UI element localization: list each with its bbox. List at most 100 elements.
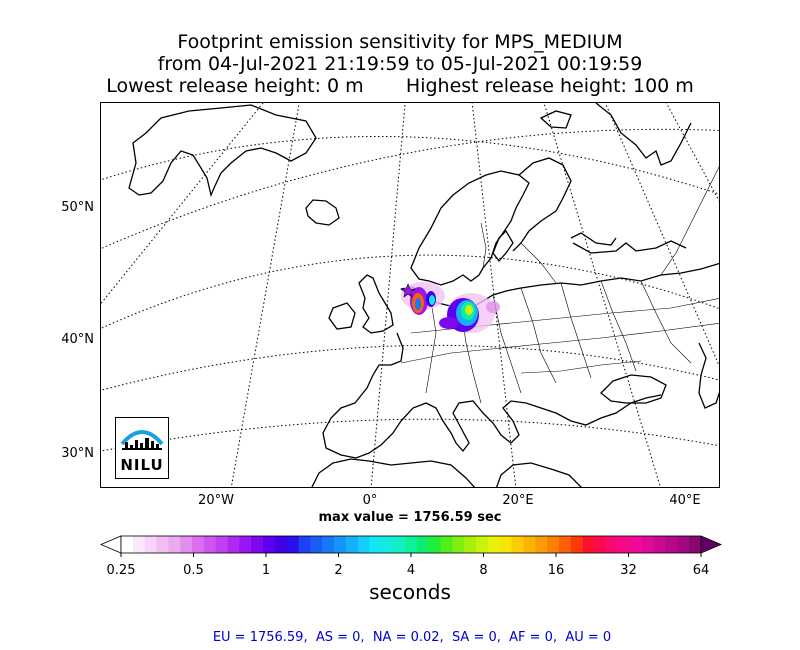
colorbar-tick-label: 0.5 xyxy=(183,563,204,578)
colorbar-tick-label: 1 xyxy=(261,563,271,578)
finland-coast xyxy=(512,157,572,252)
title-line-1: Footprint emission sensitivity for MPS_M… xyxy=(177,31,623,53)
logo-bar xyxy=(130,445,133,449)
plume-low-region xyxy=(486,301,500,313)
logo-bar xyxy=(145,438,149,449)
longitude-label: 20°W xyxy=(198,493,234,508)
arctic-coast xyxy=(570,232,617,246)
colorbar-cell xyxy=(168,536,181,553)
colorbar-tick-label: 2 xyxy=(334,563,343,578)
star-marker xyxy=(400,283,416,298)
longitude-label: 0° xyxy=(362,493,378,508)
colorbar-cell xyxy=(286,536,299,553)
colorbar-cell xyxy=(357,536,370,553)
plume-core xyxy=(415,298,421,310)
colorbar-cell xyxy=(310,536,323,553)
colorbar-cell xyxy=(464,536,477,553)
colorbar-cell xyxy=(665,536,678,553)
black-sea-coast xyxy=(600,374,667,404)
border-line xyxy=(425,300,437,394)
colorbar-cell xyxy=(121,536,134,553)
colorbar-cell xyxy=(381,536,394,553)
colorbar-cell xyxy=(428,536,441,553)
africa-coast xyxy=(311,458,476,487)
latitude-label: 50°N xyxy=(61,200,94,215)
plume-core xyxy=(465,305,473,315)
colorbar-cell xyxy=(440,536,453,553)
border-line xyxy=(520,242,557,284)
colorbar-cell xyxy=(535,536,548,553)
africa-coast xyxy=(496,462,582,487)
greenland-coast xyxy=(128,104,317,198)
colorbar-cell xyxy=(215,536,228,553)
colorbar-cell xyxy=(203,536,217,553)
svalbard-coast xyxy=(539,110,572,129)
logo-text: NILU xyxy=(120,456,164,474)
caspian-coast xyxy=(698,342,719,409)
colorbar-tick-label: 4 xyxy=(406,563,416,578)
meridian-line xyxy=(370,103,406,487)
colorbar-cell xyxy=(298,536,311,553)
colorbar-cell xyxy=(263,536,276,553)
colorbar-cell xyxy=(345,536,359,553)
colorbar-cell xyxy=(274,536,288,553)
colorbar-cell xyxy=(239,536,252,553)
colorbar-cell xyxy=(132,536,146,553)
colorbar-cell xyxy=(369,536,382,553)
logo-arc xyxy=(120,430,164,446)
colorbar-cell xyxy=(653,536,666,553)
ireland-coast xyxy=(328,302,356,330)
map-panel xyxy=(100,102,720,488)
border-line xyxy=(400,322,719,364)
colorbar-cell xyxy=(629,536,643,553)
border-line xyxy=(600,280,637,372)
border-line xyxy=(640,280,692,364)
colorbar-cell xyxy=(558,536,572,553)
meridian-line xyxy=(230,103,300,487)
border-line xyxy=(520,287,557,384)
colorbar-cell xyxy=(405,536,418,553)
colorbar-cell xyxy=(677,536,690,553)
nilu-logo-graphic xyxy=(120,430,164,450)
latitude-label: 30°N xyxy=(61,446,94,461)
border-line xyxy=(560,282,592,379)
colorbar-cell xyxy=(416,536,430,553)
colorbar-cell xyxy=(689,536,702,553)
plume-core xyxy=(429,295,435,305)
colorbar-cell xyxy=(227,536,240,553)
parallel-line xyxy=(101,418,719,452)
colorbar-ticks xyxy=(120,553,702,557)
colorbar-cell xyxy=(511,536,524,553)
logo-bar xyxy=(156,444,159,449)
colorbar-cell xyxy=(322,536,335,553)
colorbar-tick-label: 8 xyxy=(479,563,488,578)
colorbar-cell xyxy=(476,536,489,553)
colorbar xyxy=(99,535,723,557)
map-canvas xyxy=(101,103,719,487)
meridian-line xyxy=(101,103,264,305)
nilu-logo: NILU xyxy=(115,417,169,479)
colorbar-cell xyxy=(156,536,169,553)
latitude-label: 40°N xyxy=(61,332,94,347)
parallel-line xyxy=(101,254,719,330)
emission-sensitivity-plume xyxy=(400,282,500,333)
logo-bar xyxy=(151,441,154,449)
logo-bar xyxy=(125,442,128,449)
colorbar-cell xyxy=(452,536,465,553)
max-value-label: max value = 1756.59 sec xyxy=(318,510,502,525)
colorbar-cell xyxy=(334,536,347,553)
arctic-coast xyxy=(572,240,687,254)
logo-bar xyxy=(140,443,143,449)
border-line xyxy=(480,222,487,269)
iceland-coast xyxy=(305,199,340,226)
plume-mid-region xyxy=(439,317,459,329)
parallel-line xyxy=(101,344,719,391)
colorbar-cell xyxy=(393,536,406,553)
graticule xyxy=(101,103,719,487)
longitude-label: 40°E xyxy=(669,493,701,508)
colorbar-unit-label: seconds xyxy=(369,580,451,604)
colorbar-cell xyxy=(180,536,193,553)
longitude-label: 20°E xyxy=(502,493,534,508)
colorbar-cell xyxy=(144,536,157,553)
north-coast-europe xyxy=(400,262,719,309)
